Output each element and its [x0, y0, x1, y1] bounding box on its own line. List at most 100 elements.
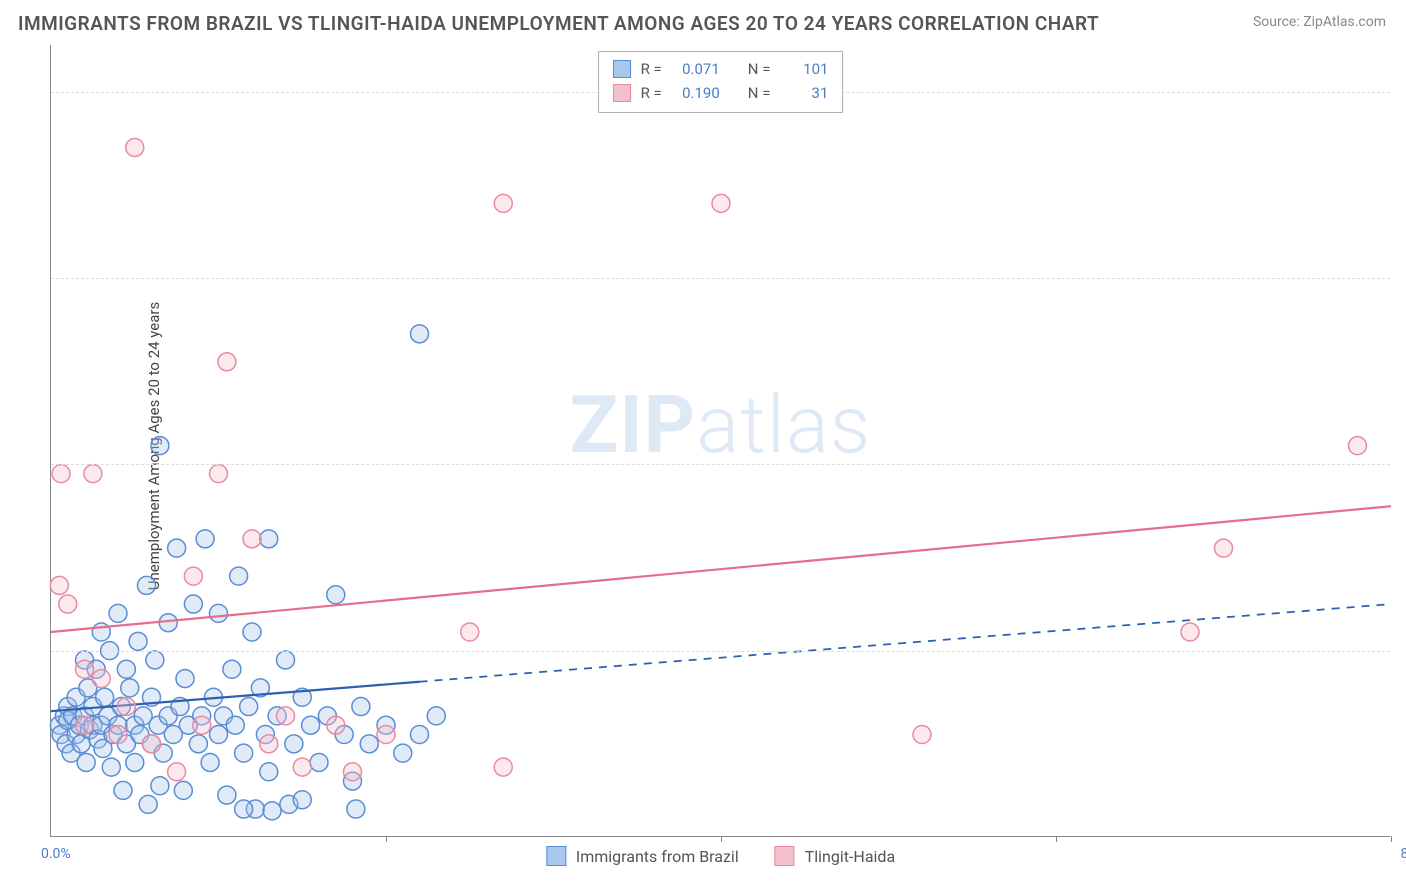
legend-n-value: 31 — [780, 81, 828, 105]
legend-n-value: 101 — [780, 57, 828, 81]
scatter-point — [210, 604, 228, 622]
scatter-point — [151, 777, 169, 795]
legend-swatch — [546, 846, 566, 866]
chart-title: IMMIGRANTS FROM BRAZIL VS TLINGIT-HAIDA … — [18, 12, 1099, 35]
scatter-point — [102, 758, 120, 776]
scatter-point — [226, 716, 244, 734]
scatter-point — [137, 576, 155, 594]
scatter-point — [77, 753, 95, 771]
scatter-point — [394, 744, 412, 762]
scatter-point — [277, 651, 295, 669]
x-tick — [721, 836, 722, 842]
scatter-point — [427, 707, 445, 725]
scatter-point — [92, 670, 110, 688]
scatter-point — [285, 735, 303, 753]
scatter-point — [360, 735, 378, 753]
scatter-point — [260, 735, 278, 753]
scatter-point — [146, 651, 164, 669]
x-tick — [386, 836, 387, 842]
legend-r-label: R = — [641, 57, 662, 81]
gridline — [51, 651, 1390, 652]
scatter-point — [196, 530, 214, 548]
scatter-point — [1349, 437, 1367, 455]
scatter-point — [293, 758, 311, 776]
scatter-point — [1181, 623, 1199, 641]
scatter-point — [143, 735, 161, 753]
scatter-point — [176, 670, 194, 688]
scatter-point — [218, 353, 236, 371]
scatter-point — [913, 726, 931, 744]
legend-stat-row: R =0.071N =101 — [613, 57, 829, 81]
scatter-point — [218, 786, 236, 804]
scatter-point — [210, 726, 228, 744]
scatter-point — [114, 781, 132, 799]
x-axis-max-label: 80.0% — [1400, 846, 1406, 862]
scatter-point — [240, 698, 258, 716]
trend-line — [51, 506, 1391, 632]
scatter-point — [193, 716, 211, 734]
scatter-point — [461, 623, 479, 641]
legend-r-label: R = — [641, 81, 662, 105]
scatter-point — [121, 679, 139, 697]
scatter-point — [189, 735, 207, 753]
legend-series: Immigrants from Brazil Tlingit-Haida — [546, 846, 895, 866]
scatter-point — [84, 465, 102, 483]
scatter-point — [184, 595, 202, 613]
scatter-point — [352, 698, 370, 716]
scatter-point — [494, 194, 512, 212]
scatter-point — [260, 530, 278, 548]
legend-swatch — [613, 60, 631, 78]
scatter-point — [117, 698, 135, 716]
scatter-point — [168, 539, 186, 557]
scatter-point — [260, 763, 278, 781]
scatter-point — [377, 726, 395, 744]
scatter-point — [96, 688, 114, 706]
scatter-point — [151, 437, 169, 455]
scatter-point — [230, 567, 248, 585]
scatter-svg — [51, 45, 1390, 836]
scatter-point — [347, 800, 365, 818]
legend-label: Immigrants from Brazil — [576, 847, 739, 866]
x-tick — [1056, 836, 1057, 842]
scatter-point — [129, 632, 147, 650]
scatter-point — [310, 753, 328, 771]
source-attribution: Source: ZipAtlas.com — [1253, 14, 1386, 30]
scatter-point — [712, 194, 730, 212]
scatter-point — [235, 800, 253, 818]
legend-r-value: 0.071 — [672, 57, 720, 81]
scatter-point — [235, 744, 253, 762]
scatter-point — [411, 325, 429, 343]
x-tick — [1391, 836, 1392, 842]
scatter-point — [243, 623, 261, 641]
legend-stat-row: R =0.190N = 31 — [613, 81, 829, 105]
legend-swatch — [613, 84, 631, 102]
plot-area: ZIPatlas R =0.071N =101R =0.190N = 31 20… — [50, 45, 1390, 837]
trend-line-extrapolated — [420, 604, 1392, 682]
legend-item: Tlingit-Haida — [775, 846, 895, 866]
scatter-point — [223, 660, 241, 678]
scatter-point — [344, 763, 362, 781]
scatter-point — [126, 753, 144, 771]
scatter-point — [174, 781, 192, 799]
scatter-point — [293, 791, 311, 809]
x-axis-min-label: 0.0% — [41, 846, 71, 862]
scatter-point — [126, 138, 144, 156]
scatter-point — [76, 716, 94, 734]
scatter-point — [109, 726, 127, 744]
scatter-point — [327, 586, 345, 604]
scatter-point — [263, 802, 281, 820]
scatter-point — [168, 763, 186, 781]
scatter-point — [302, 716, 320, 734]
gridline — [51, 464, 1390, 465]
scatter-point — [494, 758, 512, 776]
legend-r-value: 0.190 — [672, 81, 720, 105]
scatter-point — [117, 660, 135, 678]
legend-swatch — [775, 846, 795, 866]
scatter-point — [52, 465, 70, 483]
scatter-point — [139, 795, 157, 813]
scatter-point — [327, 716, 345, 734]
scatter-point — [210, 465, 228, 483]
legend-item: Immigrants from Brazil — [546, 846, 739, 866]
scatter-point — [243, 530, 261, 548]
legend-stats: R =0.071N =101R =0.190N = 31 — [598, 51, 844, 113]
